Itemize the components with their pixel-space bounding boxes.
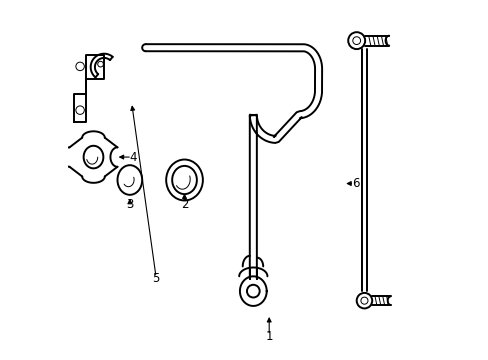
Text: 1: 1 [265,330,272,343]
Text: 4: 4 [129,150,137,163]
Text: 5: 5 [152,272,160,285]
Text: 6: 6 [351,177,359,190]
Text: 2: 2 [181,198,188,211]
Text: 3: 3 [126,198,133,211]
